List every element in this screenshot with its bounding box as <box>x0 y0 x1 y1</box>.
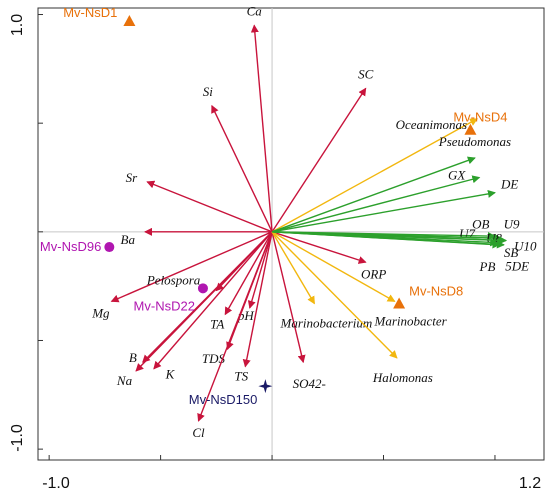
vector-label-ba: Ba <box>121 232 136 247</box>
vector-label-halomonas: Halomonas <box>372 370 433 385</box>
axis-ticks <box>38 14 496 460</box>
sample-marker-mv-nsd4 <box>464 123 477 135</box>
vector-k <box>153 231 273 370</box>
vector-label-sr: Sr <box>126 170 139 185</box>
vector-label-so42: SO42- <box>293 376 326 391</box>
vector-mg <box>110 231 273 303</box>
plot-frame <box>37 7 545 461</box>
vector-marinobacter <box>271 231 396 302</box>
vector-label-de: DE <box>500 177 518 192</box>
vector-label-marinobacterium: Marinobacterium <box>280 316 373 331</box>
x-tick-label-max: 1.2 <box>519 475 541 492</box>
x-tick-label-min: -1.0 <box>42 475 70 492</box>
vector-label-u9: U9 <box>504 216 520 231</box>
vector-label-orp: ORP <box>361 266 386 281</box>
vector-cl <box>197 231 273 422</box>
sample-marker-mv-nsd1 <box>123 15 136 27</box>
vector-label-sc: SC <box>358 66 374 81</box>
vector-ca <box>250 24 273 232</box>
sample-marker-mv-nsd96 <box>104 242 115 253</box>
vector-label-ta: TA <box>210 316 224 331</box>
y-tick-label-max: 1.0 <box>9 14 26 36</box>
vector-5de <box>272 231 499 247</box>
vector-label-marinobacter: Marinobacter <box>374 313 448 328</box>
vector-label-pseudomonas: Pseudomonas <box>438 134 511 149</box>
vector-label-si: Si <box>203 84 214 99</box>
sample-label-mv-nsd22: Mv-NsD22 <box>134 298 195 313</box>
vector-halomonas <box>271 231 398 359</box>
sample-label-mv-nsd96: Mv-NsD96 <box>40 239 101 254</box>
vector-label-mg: Mg <box>91 305 110 320</box>
vector-na <box>135 231 273 372</box>
sample-marker-mv-nsd150 <box>258 379 273 394</box>
vector-label-sb: SB <box>504 245 519 260</box>
sample-label-mv-nsd1: Mv-NsD1 <box>63 5 117 20</box>
vector-label-pelospora: Pelospora <box>146 273 201 288</box>
vector-label-5de: 5DE <box>505 259 529 274</box>
vector-de <box>271 189 496 233</box>
vector-label-k: K <box>165 367 176 382</box>
sample-marker-mv-nsd8 <box>393 297 406 309</box>
samples: Mv-NsD1 Mv-NsD4 Mv-NsD8 Mv-NsD96 Mv-NsD22 Mv-… <box>40 5 508 407</box>
vector-label-u10: U10 <box>514 239 537 254</box>
sample-label-mv-nsd4: Mv-NsD4 <box>453 110 507 125</box>
vector-ph <box>247 231 273 309</box>
vector-oceanimonas <box>271 118 479 233</box>
vector-label-ts: TS <box>234 369 248 384</box>
sample-marker-mv-nsd22 <box>197 283 208 294</box>
vector-si <box>211 104 273 233</box>
vector-label-na: Na <box>116 373 133 388</box>
y-tick-label-min: -1.0 <box>9 424 26 452</box>
sample-label-mv-nsd150: Mv-NsD150 <box>189 392 258 407</box>
vector-marinobacterium <box>271 231 316 305</box>
vector-label-oceanimonas: Oceanimonas <box>396 117 468 132</box>
vector-label-b: B <box>129 350 137 365</box>
vector-pseudomonas <box>271 156 476 233</box>
vector-so42 <box>271 231 306 364</box>
vector-ta <box>224 231 273 316</box>
vector-label-ob: OB <box>472 216 489 231</box>
sample-label-mv-nsd8: Mv-NsD8 <box>409 284 463 299</box>
vector-ts <box>242 231 273 368</box>
vector-orp <box>271 231 367 264</box>
vector-gx <box>271 175 481 233</box>
vector-sr <box>146 180 273 233</box>
vector-sc <box>271 87 367 233</box>
vector-label-cl: Cl <box>192 425 205 440</box>
vector-label-tds: TDS <box>202 351 226 366</box>
vector-label-u8: U8 <box>486 231 502 246</box>
vector-label-ca: Ca <box>247 3 263 18</box>
vector-label-pb: PB <box>479 259 496 274</box>
vector-label-gx: GX <box>448 168 466 183</box>
